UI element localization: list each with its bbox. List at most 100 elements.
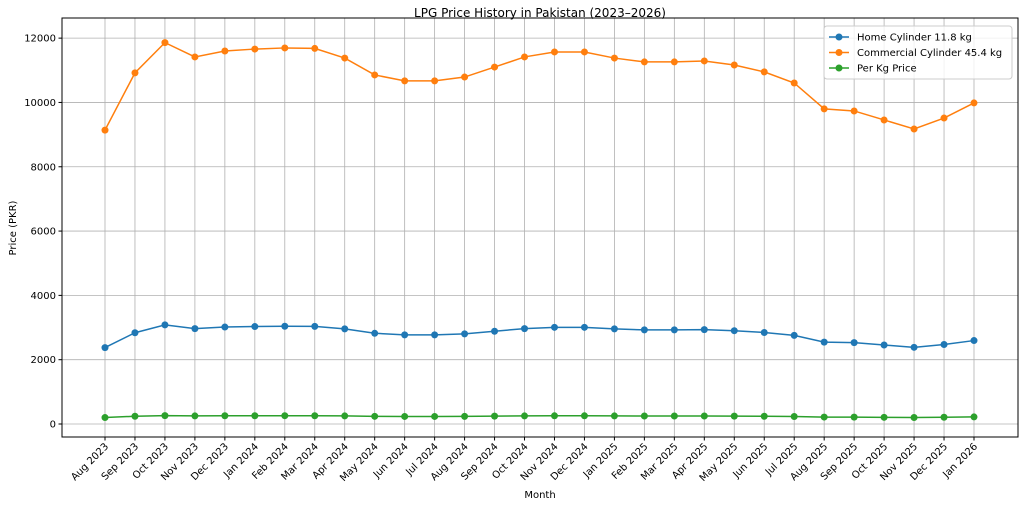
data-point <box>700 57 708 65</box>
data-point <box>910 414 918 422</box>
data-point <box>491 327 499 335</box>
legend-marker <box>835 33 843 41</box>
data-point <box>311 44 319 52</box>
data-point <box>491 412 499 420</box>
y-tick-label: 2000 <box>31 355 56 366</box>
data-point <box>461 412 469 420</box>
data-point <box>251 45 259 53</box>
data-point <box>191 412 199 420</box>
y-tick-label: 6000 <box>31 227 56 238</box>
plot-frame <box>61 17 1019 438</box>
data-point <box>640 326 648 334</box>
data-point <box>101 126 109 134</box>
data-point <box>610 325 618 333</box>
data-point <box>820 338 828 346</box>
data-point <box>341 412 349 420</box>
data-point <box>760 412 768 420</box>
data-point <box>521 412 529 420</box>
data-point <box>191 325 199 333</box>
data-point <box>580 412 588 420</box>
data-point <box>401 77 409 85</box>
data-point <box>431 77 439 85</box>
series-line <box>104 324 975 349</box>
chart-title: LPG Price History in Pakistan (2023–2026… <box>414 6 666 20</box>
data-point <box>880 341 888 349</box>
data-point <box>670 326 678 334</box>
data-point <box>730 61 738 69</box>
data-point <box>371 71 379 79</box>
legend-label: Commercial Cylinder 45.4 kg <box>857 48 1002 59</box>
data-point <box>790 331 798 339</box>
data-point <box>820 413 828 421</box>
data-point <box>221 412 229 420</box>
data-point <box>251 412 259 420</box>
legend-marker <box>835 64 843 72</box>
series-line <box>104 41 975 131</box>
legend-label: Home Cylinder 11.8 kg <box>857 33 972 44</box>
data-point <box>191 53 199 61</box>
data-point <box>101 344 109 352</box>
series-line <box>104 414 975 419</box>
data-point <box>970 337 978 345</box>
data-point <box>580 323 588 331</box>
data-point <box>461 73 469 81</box>
data-point <box>341 325 349 333</box>
data-point <box>521 325 529 333</box>
data-point <box>251 323 259 331</box>
data-point <box>970 99 978 107</box>
data-point <box>850 413 858 421</box>
data-point <box>311 322 319 330</box>
data-point <box>161 412 169 420</box>
data-point <box>281 322 289 330</box>
data-point <box>131 69 139 77</box>
data-point <box>910 343 918 351</box>
data-point <box>880 413 888 421</box>
data-point <box>221 47 229 55</box>
data-point <box>790 79 798 87</box>
data-point <box>131 412 139 420</box>
data-point <box>371 412 379 420</box>
data-point <box>880 116 888 124</box>
data-point <box>371 329 379 337</box>
y-tick-label: 10000 <box>24 98 56 109</box>
data-point <box>461 330 469 338</box>
data-point <box>640 412 648 420</box>
data-point <box>491 63 499 71</box>
data-point <box>521 53 529 61</box>
data-point <box>820 105 828 113</box>
y-axis-label: Price (PKR) <box>8 200 19 255</box>
data-point <box>970 413 978 421</box>
data-point <box>760 68 768 76</box>
data-point <box>431 331 439 339</box>
data-point <box>580 48 588 56</box>
data-point <box>341 54 349 62</box>
legend-box <box>823 25 1013 80</box>
data-point <box>670 412 678 420</box>
data-point <box>550 412 558 420</box>
data-point <box>101 414 109 422</box>
data-point <box>281 44 289 52</box>
data-point <box>161 39 169 47</box>
data-point <box>401 331 409 339</box>
data-point <box>790 412 798 420</box>
legend-marker <box>835 49 843 56</box>
data-point <box>610 54 618 62</box>
data-point <box>550 323 558 331</box>
data-point <box>700 412 708 420</box>
data-point <box>640 58 648 66</box>
data-point <box>940 413 948 421</box>
x-axis-label: Month <box>524 490 555 501</box>
data-point <box>431 412 439 420</box>
data-point <box>281 412 289 420</box>
data-point <box>730 327 738 335</box>
data-point <box>161 321 169 329</box>
data-point <box>221 323 229 331</box>
y-tick-label: 0 <box>50 420 56 431</box>
data-point <box>730 412 738 420</box>
data-point <box>550 48 558 56</box>
data-point <box>940 114 948 122</box>
data-point <box>401 412 409 420</box>
data-point <box>940 340 948 348</box>
y-tick-label: 4000 <box>31 291 56 302</box>
